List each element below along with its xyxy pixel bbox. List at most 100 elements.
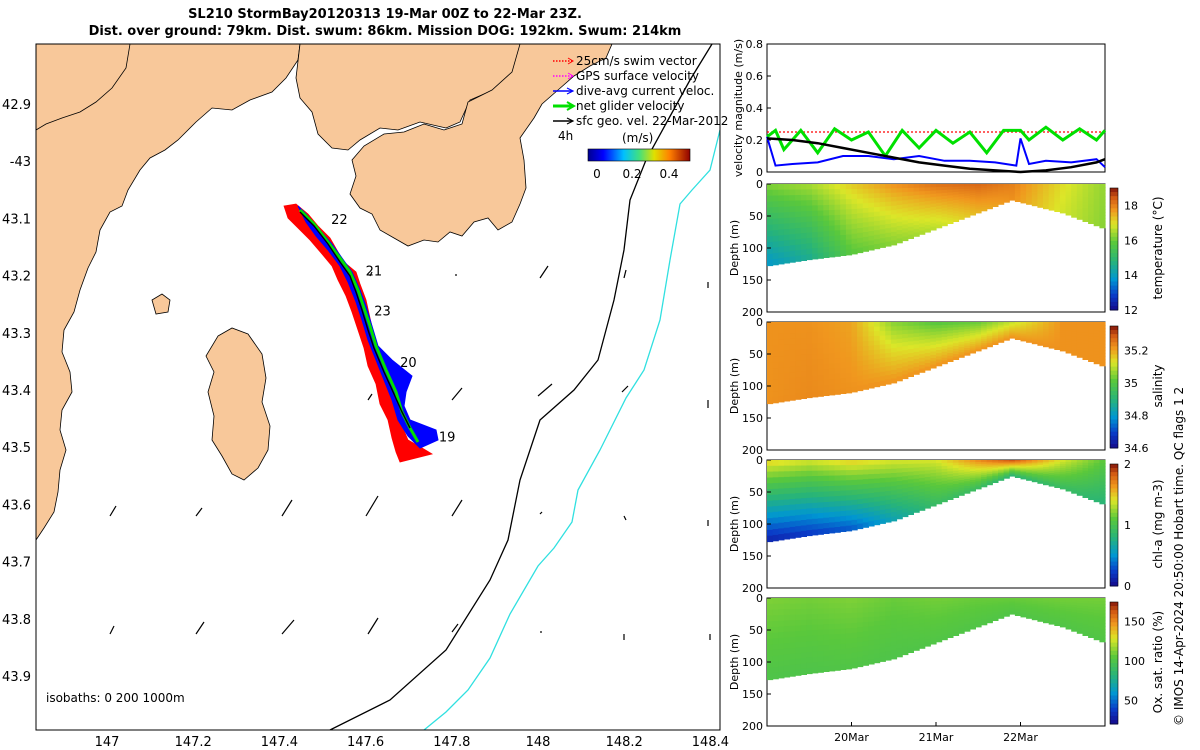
map-y-tick-6: 43.5 <box>2 441 31 456</box>
section-0-ytick-1: 50 <box>749 210 763 223</box>
section-0-ylabel: Depth (m) <box>728 220 741 276</box>
section-2-ytick-0: 0 <box>756 454 763 467</box>
map-y-ticks: 42.9 -43 43.1 43.2 43.3 43.4 43.5 43.6 43.7 43.8 4… <box>2 98 31 685</box>
section-3-ytick-3: 150 <box>742 688 763 701</box>
section-3-cblabel: Ox. sat. ratio (%) <box>1151 611 1165 713</box>
sfc-velocity-arrows <box>109 265 711 640</box>
section-cells-0 <box>767 184 1106 267</box>
section-2-ytick-4: 200 <box>742 582 763 595</box>
colorbar-tick-0: 0 <box>593 167 601 181</box>
hours-label: 4h <box>558 129 573 143</box>
section-0-cblabel: temperature (°C) <box>1151 197 1165 300</box>
section-cells-3 <box>767 598 1106 681</box>
section-3-cbtick-1: 100 <box>1124 655 1145 668</box>
legend-item-1: GPS surface velocity <box>553 69 699 83</box>
section-1-ytick-3: 150 <box>742 412 763 425</box>
section-2-cbtick-1: 1 <box>1124 519 1131 532</box>
time-tick-0: 20Mar <box>834 731 869 744</box>
section-2-cbtick-2: 2 <box>1124 458 1131 471</box>
section-1-ylabel: Depth (m) <box>728 358 741 414</box>
section-panel-1: 0 50 100 150 200 Depth (m) 34.6 34.8 35 35.2salin… <box>728 316 1165 457</box>
section-1-cbtick-0: 34.6 <box>1124 442 1149 455</box>
title-line-2: Dist. over ground: 79km. Dist. swum: 86k… <box>88 24 682 39</box>
land-small-island <box>151 293 171 315</box>
dive-avg-current-track <box>297 205 439 449</box>
velocity-ylabel: velocity magnitude (m/s) <box>732 39 745 177</box>
section-1-cbtick-2: 35 <box>1124 377 1138 390</box>
section-2-ytick-1: 50 <box>749 486 763 499</box>
map-x-tick-0: 147 <box>95 735 120 750</box>
velocity-ytick-1: 0.2 <box>746 134 764 147</box>
section-1-ytick-2: 100 <box>742 380 763 393</box>
map-frame <box>35 43 721 731</box>
section-0-cbtick-3: 18 <box>1124 199 1138 212</box>
section-1-ytick-0: 0 <box>756 316 763 329</box>
map-x-ticks: 147 147.2 147.4 147.6 147.8 148 148.2 148.4 <box>95 735 729 750</box>
velocity-series-1 <box>766 125 1107 159</box>
section-1-cblabel: salinity <box>1151 364 1165 407</box>
legend-item-4: sfc geo. vel. 22-Mar-2012 <box>553 114 728 128</box>
section-0-cbtick-0: 12 <box>1124 304 1138 317</box>
map-x-tick-5: 148 <box>526 735 551 750</box>
map-y-tick-3: 43.2 <box>2 270 31 285</box>
map-x-tick-2: 147.4 <box>261 735 298 750</box>
legend-item-2: dive-avg current veloc. <box>553 84 714 98</box>
map-y-tick-4: 43.3 <box>2 327 31 342</box>
map-x-tick-3: 147.6 <box>347 735 384 750</box>
land-mainland <box>36 44 301 541</box>
section-2-ytick-3: 150 <box>742 550 763 563</box>
velocity-ytick-3: 0.6 <box>746 70 764 83</box>
section-1-ytick-4: 200 <box>742 444 763 457</box>
velocity-ytick-2: 0.4 <box>746 102 764 115</box>
section-1-cbtick-1: 34.8 <box>1124 409 1149 422</box>
section-3-ytick-2: 100 <box>742 656 763 669</box>
section-panel-2: 0 50 100 150 200 Depth (m) 0 1 2 chl-a (mg m-3) <box>728 454 1165 595</box>
legend-label-1: GPS surface velocity <box>576 69 699 83</box>
map-y-tick-9: 43.8 <box>2 613 31 628</box>
velocity-series-2 <box>766 136 1106 168</box>
day-label-23: 23 <box>374 305 391 320</box>
colorbar-tick-2: 0.4 <box>659 167 678 181</box>
day-label-19: 19 <box>439 430 456 445</box>
sfc-velocity-line <box>299 211 411 429</box>
land-peninsula <box>349 44 613 247</box>
velocity-ytick-0: 0 <box>756 166 763 179</box>
colorbar-tick-1: 0.2 <box>622 167 641 181</box>
time-axis: 20Mar 21Mar 22Mar <box>834 722 1038 744</box>
section-2-colorbar: 0 1 2 chl-a (mg m-3) <box>1109 458 1165 593</box>
section-panel-0: 0 50 100 150 200 Depth (m) 12 14 16 18 temperature… <box>728 178 1165 319</box>
footer-credit: © IMOS 14-Apr-2024 20:50:00 Hobart time.… <box>1172 386 1186 726</box>
legend-label-2: dive-avg current veloc. <box>576 84 714 98</box>
section-2-ytick-2: 100 <box>742 518 763 531</box>
section-3-ytick-0: 0 <box>756 592 763 605</box>
section-3-ytick-1: 50 <box>749 624 763 637</box>
section-0-ytick-3: 150 <box>742 274 763 287</box>
section-3-cbtick-2: 150 <box>1124 616 1145 629</box>
map-x-tick-7: 148.4 <box>692 735 729 750</box>
section-0-ytick-2: 100 <box>742 242 763 255</box>
day-label-21: 21 <box>366 265 383 280</box>
day-label-22: 22 <box>331 213 348 228</box>
colorbar-label: (m/s) <box>622 131 653 145</box>
legend-item-0: 25cm/s swim vector <box>553 54 697 68</box>
section-3-colorbar: 50 100 150 Ox. sat. ratio (%) <box>1109 601 1165 725</box>
legend-item-3: net glider velocity <box>553 99 684 113</box>
land-bruny-island <box>205 327 271 481</box>
velocity-series-3 <box>766 137 1106 174</box>
section-0-cbtick-1: 14 <box>1124 269 1138 282</box>
legend-label-4: sfc geo. vel. 22-Mar-2012 <box>576 114 728 128</box>
time-tick-1: 21Mar <box>919 731 954 744</box>
map-y-tick-2: 43.1 <box>2 212 31 227</box>
section-panel-3: 0 50 100 150 200 Depth (m) 50 100 150 Ox. sat. ra… <box>728 592 1165 733</box>
section-2-cbtick-0: 0 <box>1124 580 1131 593</box>
isobath-200m <box>329 44 713 730</box>
map-y-tick-1: -43 <box>10 155 31 170</box>
title-line-1: SL210 StormBay20120313 19-Mar 00Z to 22-… <box>188 7 582 22</box>
section-2-cblabel: chl-a (mg m-3) <box>1151 479 1165 568</box>
figure-title: SL210 StormBay20120313 19-Mar 00Z to 22-… <box>0 6 770 40</box>
section-3-ytick-4: 200 <box>742 720 763 733</box>
section-cells-1 <box>767 322 1106 405</box>
section-1-ytick-1: 50 <box>749 348 763 361</box>
